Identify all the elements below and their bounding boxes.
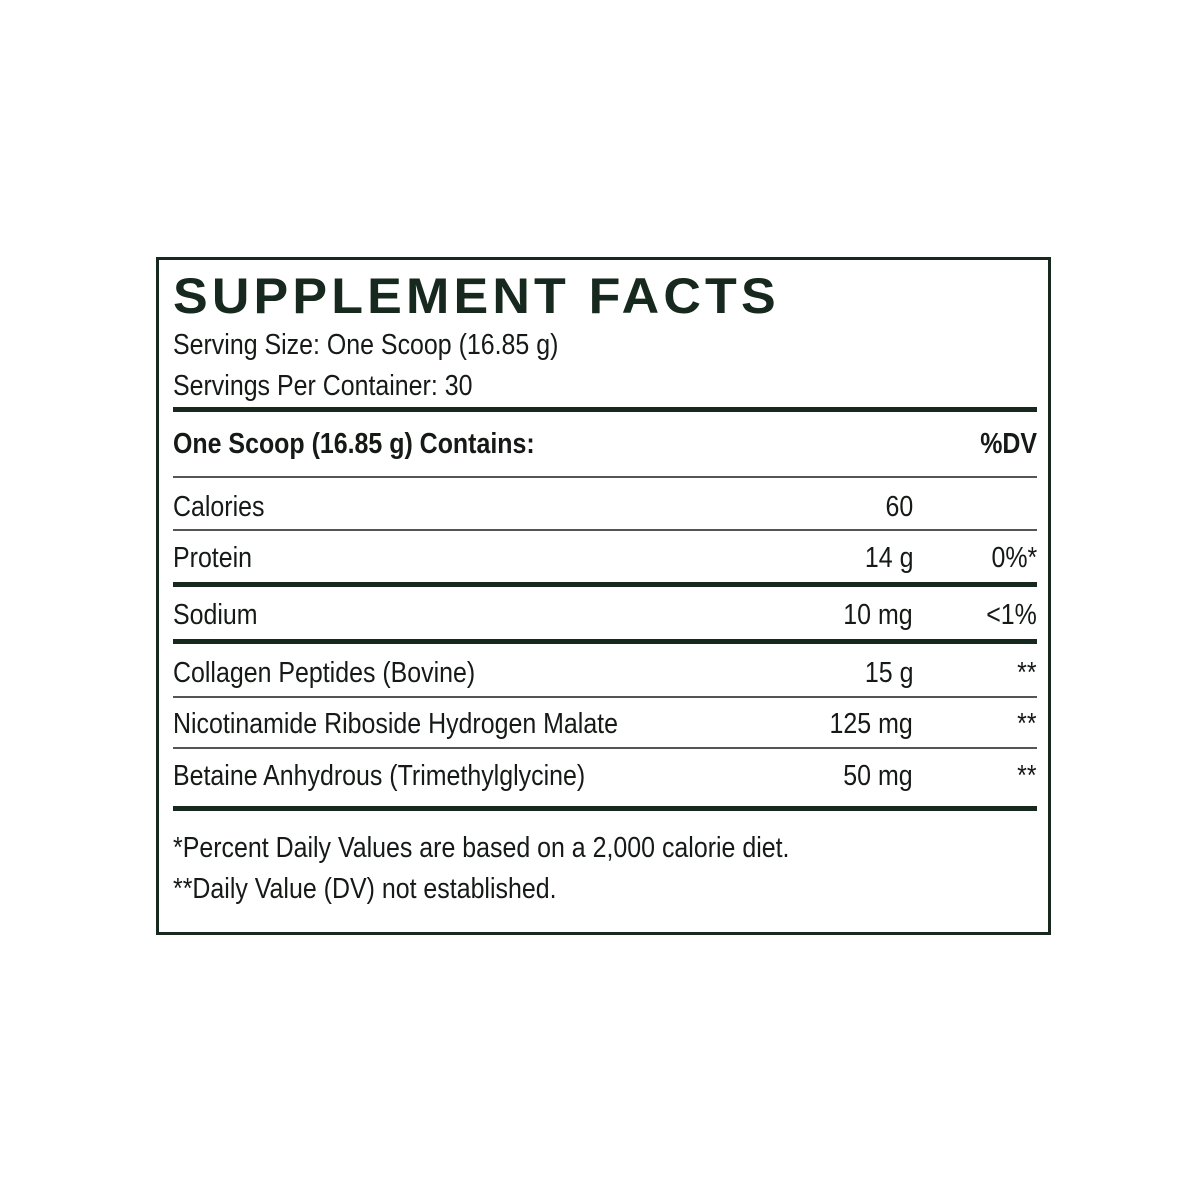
- divider: [173, 476, 1037, 478]
- row-dv: <1%: [986, 599, 1037, 631]
- row-amount: 10 mg: [843, 599, 913, 631]
- row-name: Calories: [173, 491, 265, 523]
- row-amount: 50 mg: [843, 760, 913, 792]
- supplement-facts-panel: SUPPLEMENT FACTS Serving Size: One Scoop…: [156, 257, 1051, 935]
- divider: [173, 639, 1037, 644]
- row-name: Nicotinamide Riboside Hydrogen Malate: [173, 708, 618, 740]
- row-dv: **: [1017, 708, 1037, 740]
- divider: [173, 407, 1037, 412]
- divider: [173, 806, 1037, 811]
- footnote: *Percent Daily Values are based on a 2,0…: [173, 832, 790, 864]
- serving-size: Serving Size: One Scoop (16.85 g): [173, 329, 559, 361]
- row-name: Sodium: [173, 599, 258, 631]
- table-header-dv: %DV: [980, 428, 1037, 460]
- row-amount: 15 g: [864, 657, 913, 689]
- servings-per-container: Servings Per Container: 30: [173, 370, 473, 402]
- divider: [173, 582, 1037, 587]
- row-dv: 0%*: [991, 542, 1037, 574]
- row-dv: **: [1017, 657, 1037, 689]
- row-name: Collagen Peptides (Bovine): [173, 657, 476, 689]
- row-amount: 125 mg: [829, 708, 913, 740]
- divider: [173, 696, 1037, 698]
- table-header-label: One Scoop (16.85 g) Contains:: [173, 428, 535, 460]
- panel-title: SUPPLEMENT FACTS: [173, 268, 780, 324]
- row-dv: **: [1017, 760, 1037, 792]
- row-amount: 60: [885, 491, 913, 523]
- divider: [173, 747, 1037, 749]
- footnote: **Daily Value (DV) not established.: [173, 873, 557, 905]
- divider: [173, 529, 1037, 531]
- row-name: Betaine Anhydrous (Trimethylglycine): [173, 760, 586, 792]
- row-name: Protein: [173, 542, 253, 574]
- row-amount: 14 g: [864, 542, 913, 574]
